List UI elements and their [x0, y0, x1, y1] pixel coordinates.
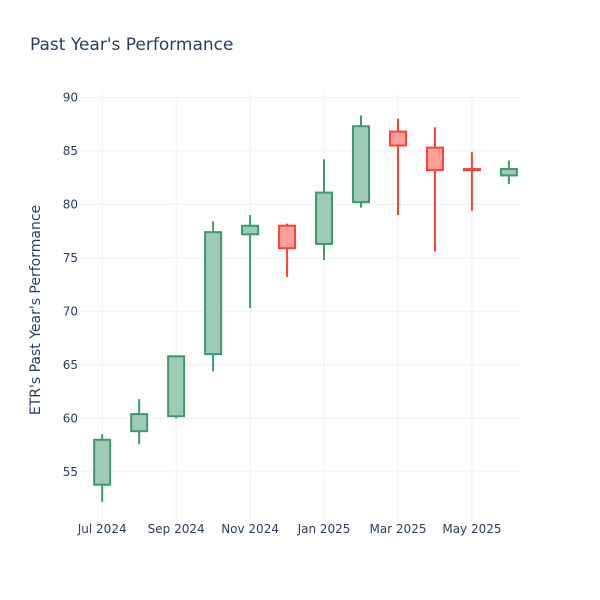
candle-body: [352, 125, 371, 204]
candle-body: [241, 224, 260, 236]
candle: [93, 434, 112, 502]
candle: [130, 399, 149, 445]
candle: [425, 127, 444, 252]
candle: [204, 221, 223, 372]
y-tick-label: 85: [63, 144, 78, 158]
chart-title: Past Year's Performance: [30, 35, 234, 55]
candle-body: [167, 355, 186, 418]
candle: [167, 355, 186, 419]
candle: [315, 159, 334, 260]
x-tick-label: Mar 2025: [369, 522, 426, 536]
candle: [499, 160, 518, 185]
x-tick-label: Sep 2024: [148, 522, 205, 536]
candle: [462, 151, 481, 211]
candle-body: [499, 168, 518, 177]
candle-body: [130, 413, 149, 433]
x-tick-label: Jan 2025: [297, 522, 351, 536]
candle: [278, 223, 297, 278]
y-tick-label: 80: [63, 197, 78, 211]
y-tick-label: 65: [63, 358, 78, 372]
candle-body: [388, 130, 407, 147]
candle-body: [315, 191, 334, 245]
candle-body: [425, 146, 444, 172]
candle: [241, 215, 260, 309]
x-tick-label: Jul 2024: [77, 522, 127, 536]
y-tick-label: 55: [63, 465, 78, 479]
candle-layer: [93, 115, 518, 502]
candle-body: [278, 224, 297, 250]
candle-body: [93, 438, 112, 486]
x-tick-label: Nov 2024: [221, 522, 279, 536]
y-tick-label: 60: [63, 411, 78, 425]
y-tick-label: 90: [63, 90, 78, 104]
x-axis-ticks: Jul 2024 Sep 2024 Nov 2024 Jan 2025 Mar 2025…: [77, 522, 502, 536]
y-axis-ticks: 55 60 65 70 75 80 85 90: [63, 90, 78, 479]
grid-layer: [80, 92, 520, 520]
y-tick-label: 70: [63, 304, 78, 318]
y-tick-label: 75: [63, 251, 78, 265]
y-axis-title: ETR's Past Year's Performance: [28, 205, 44, 415]
candle-body: [462, 168, 481, 172]
candle-body: [204, 231, 223, 356]
x-tick-label: May 2025: [442, 522, 501, 536]
candle: [388, 118, 407, 216]
candle: [352, 115, 371, 208]
